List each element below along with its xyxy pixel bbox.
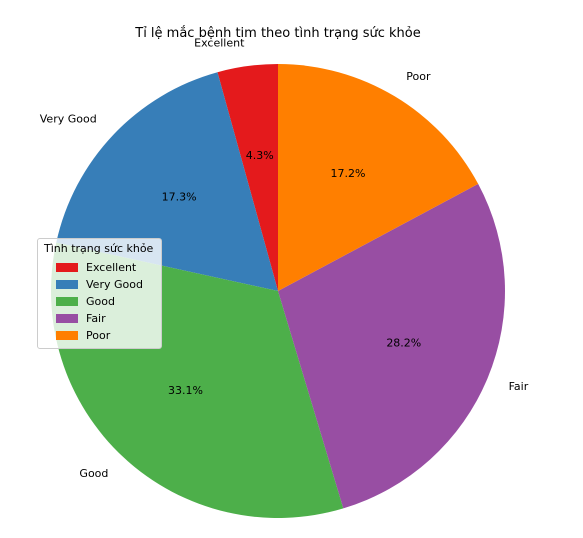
legend-item-good: Good — [44, 293, 153, 310]
legend-label: Excellent — [86, 261, 137, 274]
legend-swatch — [56, 331, 78, 340]
percent-very-good: 17.3% — [162, 190, 197, 203]
label-good: Good — [79, 467, 108, 480]
legend-item-very-good: Very Good — [44, 276, 153, 293]
pie-slices — [51, 64, 505, 518]
label-excellent: Excellent — [194, 37, 245, 50]
legend-swatch — [56, 297, 78, 306]
percent-poor: 17.2% — [331, 167, 366, 180]
legend-label: Very Good — [86, 278, 143, 291]
legend-swatch — [56, 263, 78, 272]
slice-fair — [278, 183, 505, 509]
legend-items: Excellent Very Good Good Fair Poor — [44, 259, 153, 344]
legend-item-excellent: Excellent — [44, 259, 153, 276]
slice-labels: Excellent Very Good Good Fair Poor — [40, 37, 529, 481]
label-fair: Fair — [509, 380, 529, 393]
legend-label: Good — [86, 295, 115, 308]
legend-title: Tình trạng sức khỏe — [44, 242, 154, 255]
percent-good: 33.1% — [168, 384, 203, 397]
slice-percent-labels: 4.3% 17.3% 33.1% 28.2% 17.2% — [162, 149, 422, 397]
percent-excellent: 4.3% — [246, 149, 274, 162]
legend-item-poor: Poor — [44, 327, 153, 344]
label-very-good: Very Good — [40, 112, 97, 125]
legend-swatch — [56, 314, 78, 323]
label-poor: Poor — [406, 70, 431, 83]
slice-very-good — [56, 72, 279, 291]
percent-fair: 28.2% — [386, 336, 421, 349]
legend-label: Fair — [86, 312, 106, 325]
slice-poor — [278, 64, 479, 291]
legend-label: Poor — [86, 329, 111, 342]
legend-item-fair: Fair — [44, 310, 153, 327]
chart-title: Tỉ lệ mắc bệnh tim theo tình trạng sức k… — [134, 26, 421, 41]
legend-swatch — [56, 280, 78, 289]
legend: Tình trạng sức khỏe Excellent Very Good Go… — [37, 238, 163, 349]
slice-excellent — [217, 64, 278, 291]
